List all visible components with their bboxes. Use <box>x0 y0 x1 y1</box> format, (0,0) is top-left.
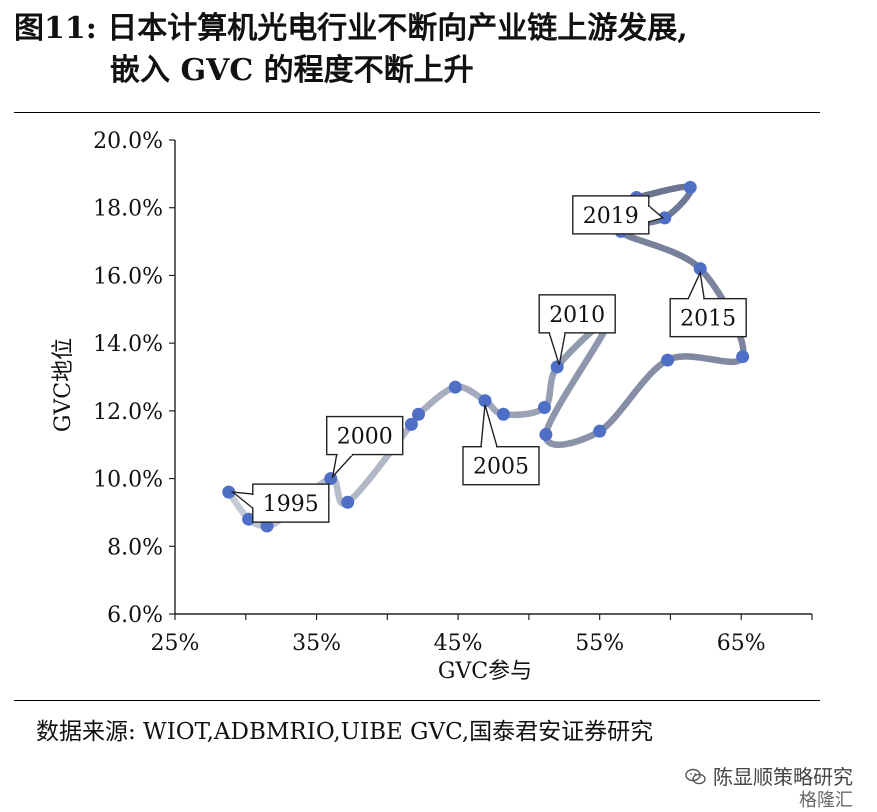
data-point <box>222 485 236 499</box>
annotation-box <box>326 415 404 456</box>
watermark-sub: 格隆汇 <box>799 790 853 811</box>
series-segment <box>344 421 415 506</box>
annotation-label: 1995 <box>263 492 319 517</box>
series-segment <box>617 228 704 272</box>
chart-axes: 6.0% 8.0% 10.0% 12.0% 14.0% 16.0% 18.0% 20.0% 25… <box>93 129 813 656</box>
series-segment <box>596 356 671 435</box>
x-tick-label: 55% <box>575 631 624 656</box>
data-point <box>661 353 675 367</box>
annotation-2010: 2010 <box>538 294 616 366</box>
y-tick-label: 18.0% <box>93 197 163 222</box>
data-point <box>683 180 697 194</box>
wechat-icon <box>685 768 706 785</box>
data-point <box>693 262 707 276</box>
annotation-1995: 1995 <box>230 483 330 523</box>
y-tick-label: 6.0% <box>107 603 163 628</box>
y-tick-label: 10.0% <box>93 468 163 493</box>
annotation-2000: 2000 <box>326 415 404 479</box>
annotation-box <box>252 483 330 523</box>
figure-title-line-2: 嵌入 GVC 的程度不断上升 <box>110 53 474 88</box>
annotation-2005: 2005 <box>462 404 540 486</box>
data-point <box>496 407 510 421</box>
watermark-text: 陈显顺策略研究 <box>713 765 853 789</box>
data-point <box>448 380 462 394</box>
annotation-label: 2005 <box>473 455 529 480</box>
data-point <box>736 350 750 364</box>
source-rule <box>14 700 820 701</box>
figure-title-line-1: 图11: 日本计算机光电行业不断向产业链上游发展, <box>14 11 688 46</box>
annotation-label: 2010 <box>549 303 605 328</box>
y-tick-label: 8.0% <box>107 535 163 560</box>
title-rule <box>14 112 820 113</box>
data-point <box>411 407 425 421</box>
y-tick-label: 16.0% <box>93 264 163 289</box>
annotation-box <box>462 446 540 486</box>
data-point <box>537 400 551 414</box>
x-axis-label: GVC参与 <box>438 659 532 684</box>
annotation-2015: 2015 <box>669 270 747 338</box>
series-segment <box>542 427 603 448</box>
chart-annotations: 1995 2000 2005 2010 2015 2019 <box>230 195 747 523</box>
annotation-label: 2000 <box>337 425 393 450</box>
data-point <box>242 512 256 526</box>
x-tick-label: 25% <box>151 631 200 656</box>
data-point <box>341 495 355 509</box>
data-point <box>539 428 553 442</box>
y-tick-label: 14.0% <box>93 332 163 357</box>
y-axis-label: GVC地位 <box>51 338 76 432</box>
figure-title: 图11: 日本计算机光电行业不断向产业链上游发展, 嵌入 GVC 的程度不断上升 <box>14 8 864 92</box>
annotation-pointer <box>687 270 705 300</box>
x-tick-label: 35% <box>292 631 341 656</box>
data-point <box>478 394 492 408</box>
source-note: 数据来源: WIOT,ADBMRIO,UIBE GVC,国泰君安证券研究 <box>36 719 654 745</box>
x-tick-label: 65% <box>717 631 766 656</box>
annotation-2019: 2019 <box>572 195 665 235</box>
annotation-box <box>538 294 616 334</box>
data-point <box>550 360 564 374</box>
data-point <box>658 211 672 225</box>
watermark: 陈显顺策略研究 <box>685 761 853 790</box>
data-point <box>404 417 418 431</box>
gvc-scatter-chart: 6.0% 8.0% 10.0% 12.0% 14.0% 16.0% 18.0% 20.0% 25… <box>51 129 813 684</box>
annotation-pointer <box>331 453 355 479</box>
y-tick-label: 20.0% <box>93 129 163 154</box>
annotation-label: 2015 <box>680 307 736 332</box>
x-tick-label: 45% <box>434 631 483 656</box>
series-segment <box>664 353 746 366</box>
series-segment <box>415 383 459 418</box>
annotation-label: 2019 <box>583 204 639 229</box>
y-tick-label: 12.0% <box>93 400 163 425</box>
data-point <box>593 424 607 438</box>
annotation-box <box>572 195 650 235</box>
annotation-box <box>669 297 747 338</box>
